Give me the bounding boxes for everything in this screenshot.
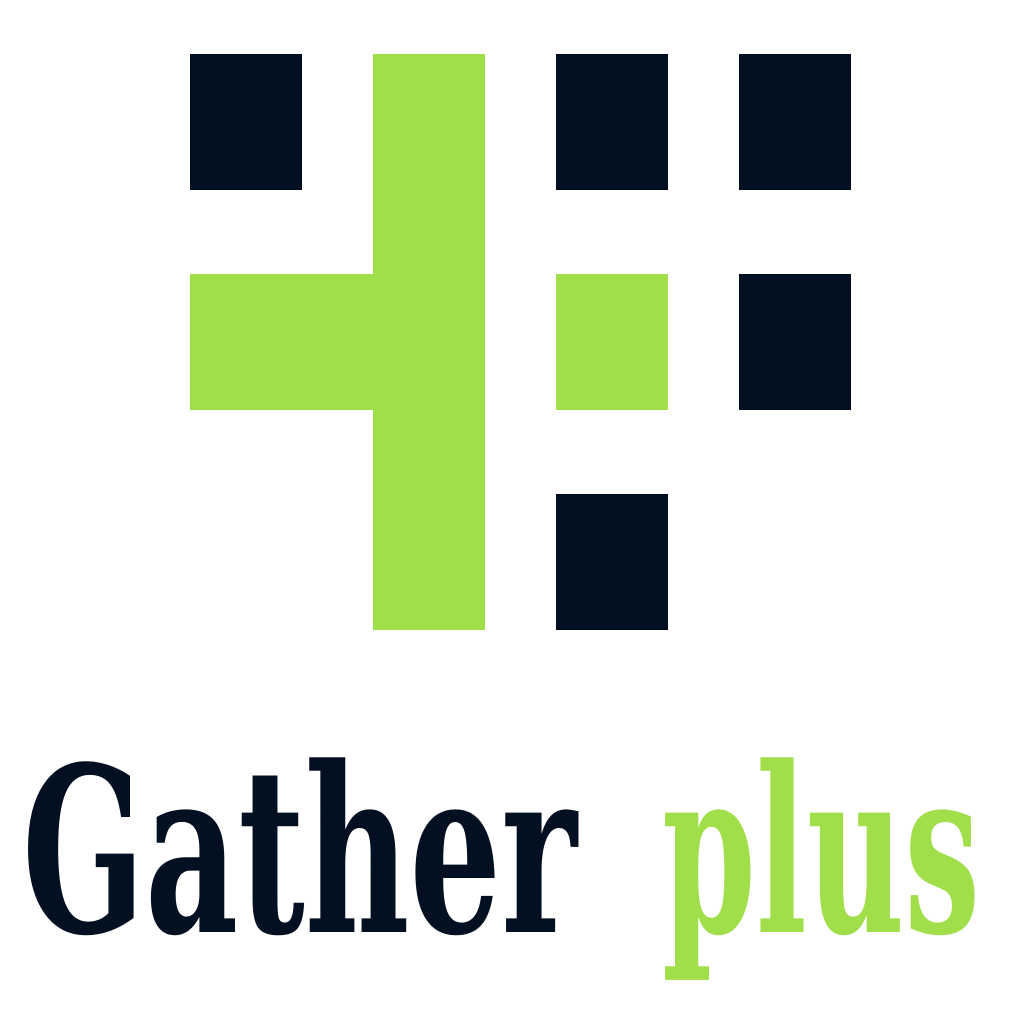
dark-square-mid-right [739,274,851,410]
green-cross-arm [190,274,485,410]
dark-square-top-mid [556,54,668,190]
green-square-mid [556,274,668,410]
dark-square-bottom-mid [556,494,668,630]
dark-square-top-left [190,54,302,190]
dark-square-top-right [739,54,851,190]
brand-name-primary: Gather [22,717,579,987]
brand-name-secondary: plus [662,717,980,987]
